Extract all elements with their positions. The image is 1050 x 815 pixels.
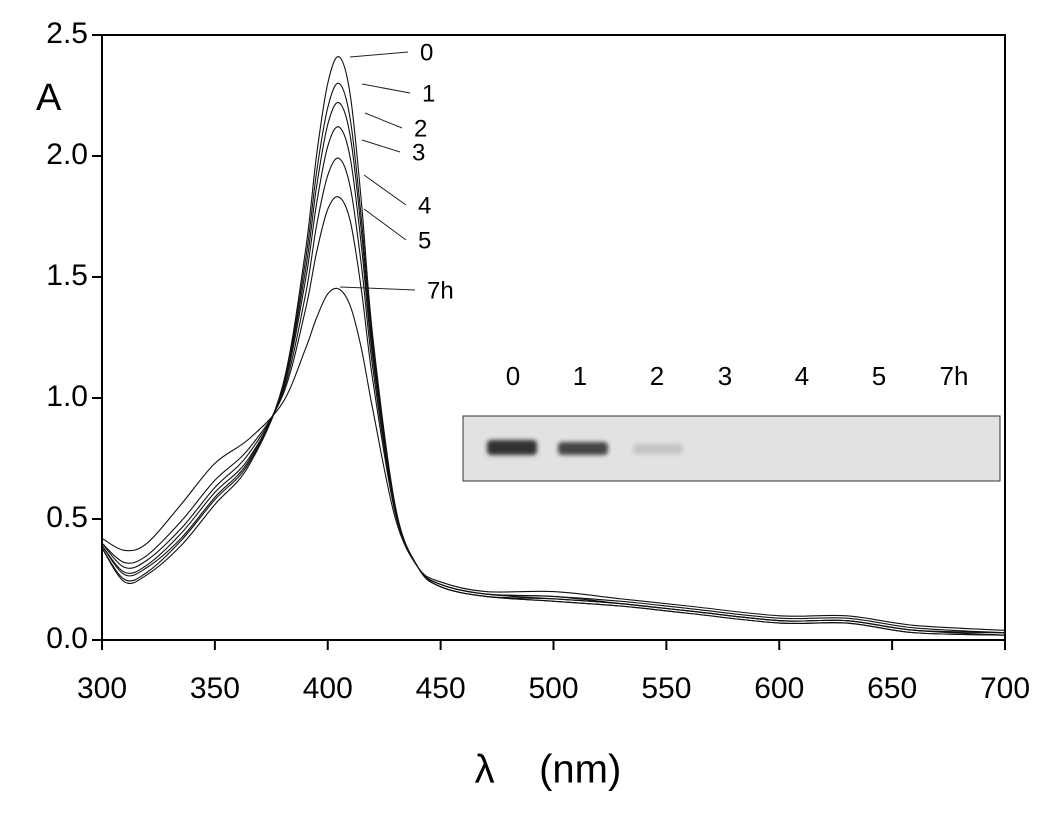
- y-tick-label: 1.0: [46, 380, 88, 413]
- spectrum-line: [101, 287, 1006, 631]
- lane-label: 4: [795, 361, 809, 391]
- curve-label: 3: [412, 139, 425, 166]
- x-tick-label: 350: [190, 672, 240, 705]
- x-tick-label: 400: [303, 672, 353, 705]
- y-tick-label: 0.0: [46, 622, 88, 655]
- spectrum-line: [101, 126, 1006, 634]
- x-tick-label: 500: [528, 672, 578, 705]
- x-tick-label: 600: [754, 672, 804, 705]
- curve-label: 0: [420, 39, 433, 66]
- gel-band: [633, 444, 683, 454]
- leader-line: [363, 174, 407, 206]
- lane-label: 7h: [940, 361, 969, 391]
- lane-label: 2: [650, 361, 664, 391]
- gel-band: [558, 442, 608, 455]
- curve-label: 1: [422, 80, 435, 107]
- spectrum-line: [101, 196, 1006, 634]
- x-tick-label: 450: [416, 672, 466, 705]
- leader-line: [363, 208, 407, 241]
- leader-line: [349, 51, 409, 58]
- x-axis-label: λ (nm): [475, 748, 622, 792]
- inset-gel: [462, 415, 1001, 482]
- gel-image: [462, 415, 1001, 482]
- leader-line: [361, 83, 411, 94]
- curve-label: 2: [414, 115, 427, 142]
- leader-line: [364, 112, 403, 129]
- y-tick-label: 1.5: [46, 259, 88, 292]
- curve-label: 4: [418, 192, 431, 219]
- leader-line: [339, 286, 416, 291]
- spectrum-line: [101, 101, 1006, 636]
- y-tick-label: 0.5: [46, 501, 88, 534]
- curve-label: 7h: [427, 277, 454, 304]
- spectrum-line: [101, 157, 1006, 634]
- x-tick-label: 300: [77, 672, 127, 705]
- lane-label: 5: [872, 361, 886, 391]
- lane-label: 0: [506, 361, 520, 391]
- leader-line: [361, 139, 401, 153]
- lane-label: 1: [573, 361, 587, 391]
- x-tick-label: 700: [980, 672, 1030, 705]
- gel-band: [487, 440, 537, 455]
- x-tick-label: 550: [641, 672, 691, 705]
- x-tick-label: 650: [867, 672, 917, 705]
- spectrum-line: [101, 82, 1006, 636]
- curve-label: 5: [418, 227, 431, 254]
- y-tick-label: 2.0: [46, 138, 88, 171]
- plot-frame: [101, 34, 1006, 641]
- y-tick-label: 2.5: [46, 17, 88, 50]
- lane-label: 3: [718, 361, 732, 391]
- spectrum-line: [101, 56, 1006, 636]
- y-axis-label: A: [36, 77, 62, 119]
